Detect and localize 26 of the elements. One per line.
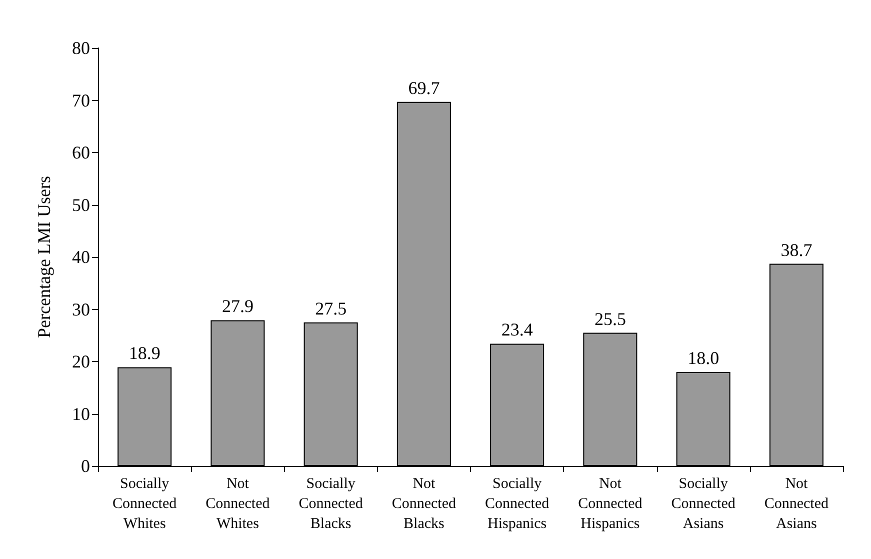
y-tick-label: 30 (72, 299, 90, 320)
x-tick-label: Not Connected Hispanics (578, 476, 643, 532)
x-tick-label: Socially Connected Asians (671, 476, 736, 532)
y-tick-label: 0 (81, 456, 90, 476)
y-tick-label: 70 (72, 90, 90, 110)
y-tick-label: 80 (72, 38, 90, 58)
data-label: 38.7 (780, 240, 812, 260)
y-tick-label: 40 (72, 247, 90, 267)
x-tick-label: Socially Connected Blacks (298, 476, 364, 532)
y-tick-label: 20 (72, 352, 90, 372)
y-tick-label: 10 (72, 404, 90, 424)
y-tick-label: 60 (72, 142, 90, 162)
y-tick-label: 50 (72, 194, 90, 215)
x-tick-label: Not Connected Blacks (392, 476, 457, 532)
x-tick-label: Not Connected Asians (764, 476, 830, 532)
data-label: 25.5 (594, 308, 626, 329)
x-tick-label: Socially Connected Hispanics (484, 476, 550, 532)
data-label: 27.5 (315, 298, 347, 318)
data-label: 18.0 (688, 348, 720, 368)
x-tick-label: Not Connected Whites (206, 476, 270, 532)
y-axis-title: Percentage LMI Users (34, 176, 54, 338)
data-label: 23.4 (501, 320, 533, 340)
x-tick-label: Socially Connected Whites (112, 476, 178, 532)
data-label: 18.9 (128, 343, 160, 364)
data-label: 69.7 (408, 78, 440, 98)
data-label: 27.9 (222, 296, 254, 316)
